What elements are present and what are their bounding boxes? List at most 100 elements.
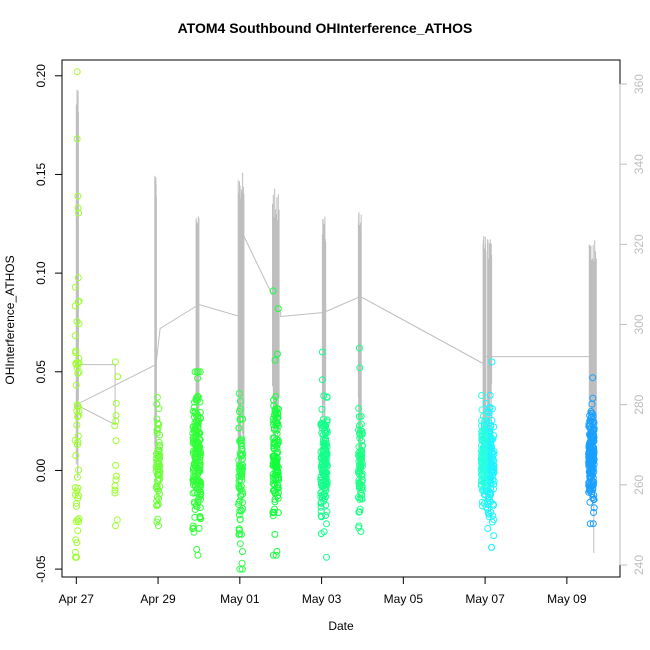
data-point — [237, 492, 245, 500]
altitude-trace-line — [75, 235, 592, 426]
data-point — [322, 451, 330, 458]
data-point — [587, 409, 595, 417]
altitude-spike-group — [357, 212, 362, 501]
data-point — [196, 515, 204, 523]
data-point — [237, 530, 245, 538]
data-point — [235, 531, 243, 538]
data-point — [488, 543, 495, 551]
data-point — [482, 503, 490, 511]
data-point — [319, 482, 327, 490]
data-point — [271, 530, 279, 538]
data-point — [236, 516, 244, 524]
data-point — [485, 510, 493, 518]
data-point — [357, 420, 365, 428]
y2-tick-label: 360 — [632, 74, 646, 94]
data-point — [323, 393, 331, 401]
data-point — [73, 473, 81, 481]
data-point — [190, 403, 198, 411]
data-point — [235, 482, 243, 490]
data-point — [196, 398, 204, 406]
y2-tick-label: 240 — [632, 555, 646, 575]
data-point — [478, 475, 486, 483]
data-point — [320, 528, 328, 536]
data-point — [323, 508, 331, 516]
series-flight_1 — [71, 68, 83, 561]
data-point — [194, 551, 202, 559]
data-point — [322, 512, 330, 519]
data-point — [481, 428, 489, 436]
data-point — [589, 520, 597, 528]
series-flight_5 — [235, 390, 247, 573]
data-point — [489, 472, 497, 479]
data-point — [153, 393, 161, 401]
data-point — [587, 418, 595, 426]
data-point — [270, 486, 278, 494]
data-point — [72, 502, 80, 510]
data-point — [74, 441, 81, 449]
data-point — [193, 489, 201, 497]
altitude-trace-layer — [75, 89, 597, 553]
data-point — [195, 524, 203, 532]
data-point — [193, 477, 201, 485]
data-point — [270, 476, 278, 484]
data-point — [481, 449, 488, 457]
data-point — [487, 440, 495, 448]
data-point — [75, 518, 82, 526]
data-point — [274, 509, 282, 517]
data-point — [478, 406, 486, 414]
data-point — [482, 399, 490, 407]
data-point — [269, 509, 277, 517]
data-point — [490, 532, 498, 540]
data-point — [269, 287, 277, 295]
y2-tick-label: 280 — [632, 394, 646, 414]
data-point — [478, 455, 486, 463]
data-point — [155, 405, 163, 413]
x-tick-label: May 05 — [384, 592, 424, 606]
data-point — [193, 368, 201, 376]
data-point — [111, 489, 119, 497]
data-point — [322, 471, 329, 478]
altitude-spike-group — [237, 172, 245, 501]
data-point — [236, 415, 244, 423]
data-point — [113, 516, 121, 524]
data-point — [73, 135, 81, 143]
data-point — [190, 524, 197, 532]
data-point — [490, 480, 498, 488]
data-point — [73, 317, 81, 325]
data-point — [355, 344, 363, 352]
data-point — [75, 466, 83, 474]
data-point — [237, 463, 245, 471]
data-point — [154, 425, 162, 433]
data-point — [274, 437, 282, 444]
data-point — [236, 469, 244, 477]
data-point — [235, 424, 243, 432]
data-point — [585, 461, 593, 469]
data-point — [585, 482, 593, 490]
data-point — [75, 368, 83, 376]
data-point — [192, 395, 200, 402]
series-flight_10 — [477, 392, 489, 510]
data-point — [74, 413, 82, 421]
x-axis-label: Date — [328, 619, 354, 633]
data-point — [356, 364, 364, 372]
data-point — [71, 332, 79, 340]
data-point — [191, 506, 199, 513]
data-point — [75, 355, 83, 362]
data-point — [74, 274, 82, 282]
plot-frame — [61, 59, 621, 578]
data-point — [74, 412, 82, 420]
data-point — [355, 404, 363, 412]
data-point — [273, 547, 281, 555]
data-point — [235, 526, 243, 534]
data-point — [274, 305, 282, 313]
y2-tick-label: 260 — [632, 474, 646, 494]
x-tick-label: May 07 — [465, 592, 505, 606]
data-point — [193, 545, 201, 553]
y2-tick-label: 320 — [632, 234, 646, 254]
altitude-spike-group — [321, 216, 327, 472]
data-point — [479, 466, 487, 474]
data-point — [590, 437, 598, 445]
data-point — [196, 408, 204, 416]
data-point — [271, 356, 279, 364]
altitude-spike-group — [154, 175, 157, 481]
